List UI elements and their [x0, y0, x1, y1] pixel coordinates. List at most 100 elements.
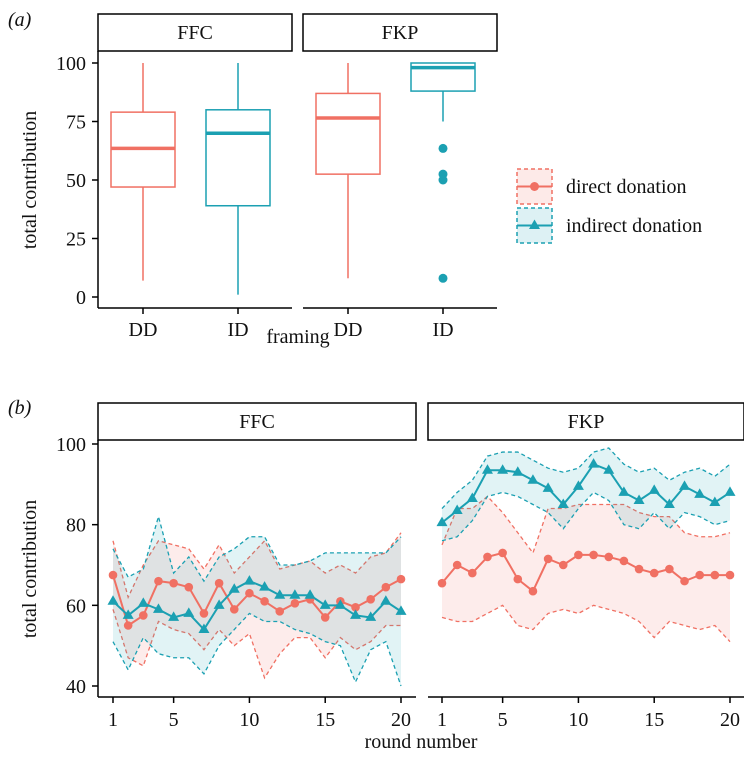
- point-ffc-direct-donation-8: [214, 578, 224, 588]
- band-lower-ffc-direct-donation: [112, 609, 401, 680]
- point-fkp-direct-donation-7: [528, 586, 538, 596]
- legend-direct-label: direct donation: [566, 176, 687, 198]
- point-fkp-direct-donation-6: [513, 574, 523, 584]
- panel-b-y-axis-title: total contribution: [19, 500, 41, 638]
- band-upper-fkp-direct-donation: [441, 495, 731, 555]
- point-fkp-direct-donation-17: [680, 576, 689, 586]
- panel-b-strip-fkp-box: [427, 402, 744, 441]
- band-upper-ffc-direct-donation: [112, 532, 402, 600]
- point-ffc-indirect-donation-8: [213, 599, 225, 609]
- panel-a-x-tick-label-ffc-dd: DD: [129, 319, 158, 341]
- point-fkp-direct-donation-2: [452, 560, 462, 570]
- legend-item-indirect: indirect donation: [516, 207, 702, 244]
- panel-b-y-tick-label-60: 60: [66, 595, 86, 617]
- point-ffc-indirect-donation-2: [122, 609, 134, 619]
- point-ffc-indirect-donation-16: [334, 599, 346, 609]
- panel-a-y-tick-label-0: 0: [76, 287, 86, 309]
- point-fkp-direct-donation-14: [634, 564, 644, 574]
- band-lower-ffc-indirect-donation: [112, 612, 402, 687]
- point-ffc-direct-donation-10: [245, 588, 254, 598]
- panel-b-y-tick-label-80: 80: [66, 515, 86, 537]
- panel-a-boxes: [110, 62, 476, 295]
- point-ffc-indirect-donation-5: [168, 611, 180, 621]
- point-ffc-direct-donation-1: [108, 570, 118, 580]
- point-ffc-indirect-donation-7: [198, 623, 210, 634]
- point-fkp-direct-donation-10: [574, 550, 583, 560]
- point-ffc-indirect-donation-3: [137, 597, 149, 607]
- box-iqr-fkp-dd: [315, 92, 381, 175]
- point-ffc-indirect-donation-20: [395, 605, 407, 615]
- point-ffc-indirect-donation-14: [304, 589, 316, 599]
- point-fkp-indirect-donation-8: [542, 482, 554, 492]
- panel-b-x-tick-label-ffc-1: 1: [108, 709, 118, 731]
- panel-b-x-tick-label-fkp-1: 1: [437, 709, 447, 731]
- legend-indirect-label: indirect donation: [566, 215, 702, 237]
- point-ffc-indirect-donation-9: [228, 583, 240, 593]
- point-fkp-indirect-donation-13: [618, 486, 630, 496]
- point-fkp-indirect-donation-5: [497, 464, 509, 474]
- point-ffc-indirect-donation-18: [365, 611, 377, 621]
- band-fkp-direct-donation: [442, 496, 730, 642]
- point-ffc-indirect-donation-1: [107, 595, 119, 605]
- panel-b-confidence-bands: [112, 447, 731, 687]
- box-outlier-fkp-id-3: [438, 273, 448, 283]
- point-fkp-direct-donation-3: [468, 568, 477, 578]
- point-fkp-indirect-donation-14: [633, 494, 645, 504]
- point-fkp-direct-donation-11: [589, 550, 598, 560]
- panel-b-x-tick-label-fkp-5: 5: [498, 709, 508, 731]
- panel-b-strip-ffc-box: [97, 402, 417, 441]
- panel-b-x-ticks: 1 5 10 15 20 1 5 10 15 20: [108, 697, 740, 731]
- point-fkp-direct-donation-1: [437, 578, 447, 588]
- point-fkp-indirect-donation-12: [603, 464, 615, 474]
- point-fkp-indirect-donation-2: [451, 504, 463, 515]
- legend-direct-marker: [530, 182, 539, 191]
- panel-a-y-tick-label-75: 75: [66, 112, 86, 134]
- panel-a-tag: (a): [8, 9, 32, 31]
- point-fkp-indirect-donation-6: [512, 466, 524, 476]
- band-upper-fkp-indirect-donation: [441, 447, 731, 509]
- point-ffc-direct-donation-7: [199, 609, 209, 618]
- point-fkp-indirect-donation-18: [694, 488, 706, 498]
- point-ffc-indirect-donation-15: [319, 599, 331, 609]
- panel-a-y-axis-title: total contribution: [19, 111, 41, 249]
- box-outlier-fkp-id-0: [438, 143, 448, 153]
- panel-b-y-tick-label-40: 40: [66, 676, 86, 698]
- point-fkp-direct-donation-20: [725, 570, 735, 580]
- band-lower-fkp-indirect-donation: [441, 491, 731, 542]
- panel-b-x-tick-label-ffc-10: 10: [239, 709, 259, 731]
- panel-a-x-ticks: DD ID DD ID: [129, 308, 454, 341]
- point-fkp-direct-donation-12: [604, 552, 614, 562]
- panel-b-x-axis-title: round number: [365, 731, 478, 753]
- point-fkp-direct-donation-18: [695, 570, 704, 580]
- point-ffc-indirect-donation-4: [152, 603, 164, 613]
- legend: direct donation indirect donation: [516, 168, 702, 244]
- point-fkp-indirect-donation-7: [527, 474, 539, 484]
- panel-a-strip-ffc: FFC: [177, 22, 213, 44]
- point-ffc-indirect-donation-13: [289, 589, 301, 599]
- point-fkp-indirect-donation-20: [724, 486, 736, 496]
- band-upper-ffc-indirect-donation: [112, 514, 402, 583]
- panel-b-y-tick-label-100: 100: [56, 434, 86, 456]
- panel-a-x-axis-title: framing: [266, 326, 329, 348]
- point-ffc-direct-donation-15: [320, 613, 330, 622]
- point-ffc-direct-donation-20: [396, 574, 406, 584]
- panel-b-strip-ffc: FFC: [239, 411, 275, 433]
- point-fkp-indirect-donation-19: [709, 496, 721, 506]
- point-ffc-indirect-donation-19: [380, 595, 392, 605]
- point-fkp-indirect-donation-1: [436, 516, 448, 527]
- panel-a-x-tick-label-fkp-dd: DD: [334, 319, 363, 341]
- point-fkp-direct-donation-15: [649, 568, 659, 578]
- point-fkp-indirect-donation-10: [572, 480, 584, 490]
- point-ffc-direct-donation-11: [260, 597, 269, 606]
- point-ffc-direct-donation-18: [366, 594, 375, 604]
- panel-b-y-ticks: 40 60 80 100: [56, 434, 98, 698]
- point-fkp-direct-donation-19: [710, 570, 720, 580]
- point-fkp-indirect-donation-3: [466, 492, 478, 502]
- legend-item-direct: direct donation: [516, 168, 687, 205]
- point-ffc-direct-donation-19: [381, 582, 391, 592]
- box-iqr-ffc-id: [205, 109, 271, 207]
- panel-b-x-tick-label-fkp-15: 15: [644, 709, 664, 731]
- point-ffc-direct-donation-2: [123, 621, 133, 630]
